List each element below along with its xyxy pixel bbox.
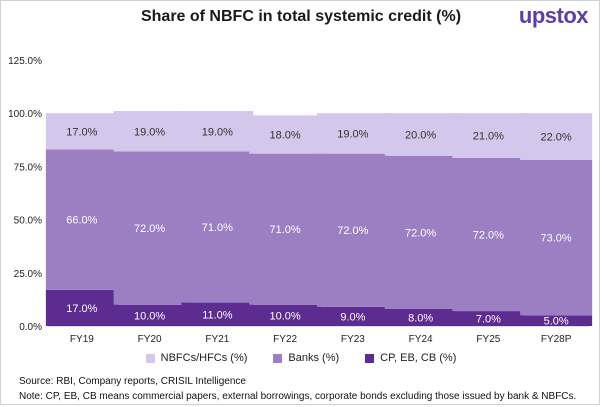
x-tick-label: FY24 <box>409 334 433 345</box>
bar-segment <box>181 111 254 152</box>
bar-segment <box>181 151 254 303</box>
bar-segment <box>45 149 118 290</box>
bar-segment <box>452 113 525 158</box>
legend-swatch-banks <box>273 353 283 363</box>
bar-segment <box>384 308 457 326</box>
legend-swatch-nbfc <box>145 353 155 363</box>
bar-segment <box>520 315 593 326</box>
bar-data-label: 5.0% <box>544 316 569 328</box>
bar-segment <box>520 160 593 316</box>
legend-item-nbfc: NBFCs/HFCs (%) <box>145 352 248 364</box>
legend-swatch-cp-eb-cb <box>365 353 375 363</box>
y-tick-label: 25.0% <box>14 269 42 280</box>
legend-item-cp-eb-cb: CP, EB, CB (%) <box>365 352 456 364</box>
bar-segment <box>316 153 389 307</box>
bar-segment <box>316 113 389 154</box>
bar-data-label: 18.0% <box>270 129 301 141</box>
bar-data-label: 10.0% <box>134 310 165 322</box>
bar-segment <box>113 304 186 326</box>
y-tick-label: 100.0% <box>8 109 42 120</box>
x-tick-label: FY22 <box>273 334 297 345</box>
bar-data-label: 72.0% <box>134 223 165 235</box>
bar-segment <box>452 311 525 326</box>
bar-data-label: 19.0% <box>337 128 368 140</box>
chart-title: Share of NBFC in total systemic credit (… <box>140 8 462 25</box>
abbreviation-note: Note: CP, EB, CB means commercial papers… <box>19 391 577 402</box>
bar-data-label: 71.0% <box>270 224 301 236</box>
bar-data-label: 22.0% <box>541 132 572 144</box>
bar-data-label: 11.0% <box>202 309 233 321</box>
brand-logo: upstox <box>518 3 589 28</box>
bar-data-label: 72.0% <box>473 229 504 241</box>
bar-segment <box>249 304 322 326</box>
bar-segment <box>520 113 593 161</box>
legend-label-cp-eb-cb: CP, EB, CB (%) <box>380 352 457 364</box>
y-tick-label: 0.0% <box>19 322 42 333</box>
bar-data-label: 17.0% <box>66 303 97 315</box>
bar-segment <box>181 302 254 326</box>
bar-segment <box>316 306 389 326</box>
bar-data-label: 17.0% <box>66 126 97 138</box>
bar-data-label: 72.0% <box>405 227 436 239</box>
legend-label-nbfc: NBFCs/HFCs (%) <box>160 352 248 364</box>
legend-item-banks: Banks (%) <box>273 352 339 364</box>
x-tick-label: FY25 <box>476 334 500 345</box>
bar-data-label: 66.0% <box>66 215 97 227</box>
legend-label-banks: Banks (%) <box>288 352 340 364</box>
x-tick-label: FY23 <box>341 334 365 345</box>
bar-data-label: 7.0% <box>476 314 501 326</box>
x-tick-label: FY19 <box>70 334 94 345</box>
bar-segment <box>113 151 186 305</box>
bar-data-label: 71.0% <box>202 222 233 234</box>
bar-segment <box>384 155 457 309</box>
bar-data-label: 20.0% <box>405 129 436 141</box>
bar-data-label: 19.0% <box>202 126 233 138</box>
bar-data-label: 8.0% <box>408 312 433 324</box>
bar-segment <box>452 157 525 312</box>
y-tick-label: 125.0% <box>8 56 42 67</box>
bar-segment <box>384 113 457 156</box>
bar-data-label: 21.0% <box>473 131 504 143</box>
bar-segment <box>113 111 186 152</box>
x-tick-label: FY21 <box>205 334 229 345</box>
bar-data-label: 73.0% <box>541 233 572 245</box>
bar-data-label: 9.0% <box>340 311 365 323</box>
bar-data-label: 72.0% <box>337 225 368 237</box>
bar-data-label: 19.0% <box>134 126 165 138</box>
y-tick-label: 75.0% <box>14 162 42 173</box>
bar-segment <box>45 113 118 150</box>
y-tick-label: 50.0% <box>14 216 42 227</box>
bar-segment <box>249 115 322 154</box>
bar-segment <box>249 153 322 305</box>
x-tick-label: FY20 <box>138 334 162 345</box>
x-tick-label: FY28P <box>541 334 572 345</box>
bar-data-label: 10.0% <box>270 310 301 322</box>
source-note: Source: RBI, Company reports, CRISIL Int… <box>19 376 246 387</box>
bar-segment <box>45 289 118 326</box>
chart-legend: NBFCs/HFCs (%) Banks (%) CP, EB, CB (%) <box>0 352 602 364</box>
